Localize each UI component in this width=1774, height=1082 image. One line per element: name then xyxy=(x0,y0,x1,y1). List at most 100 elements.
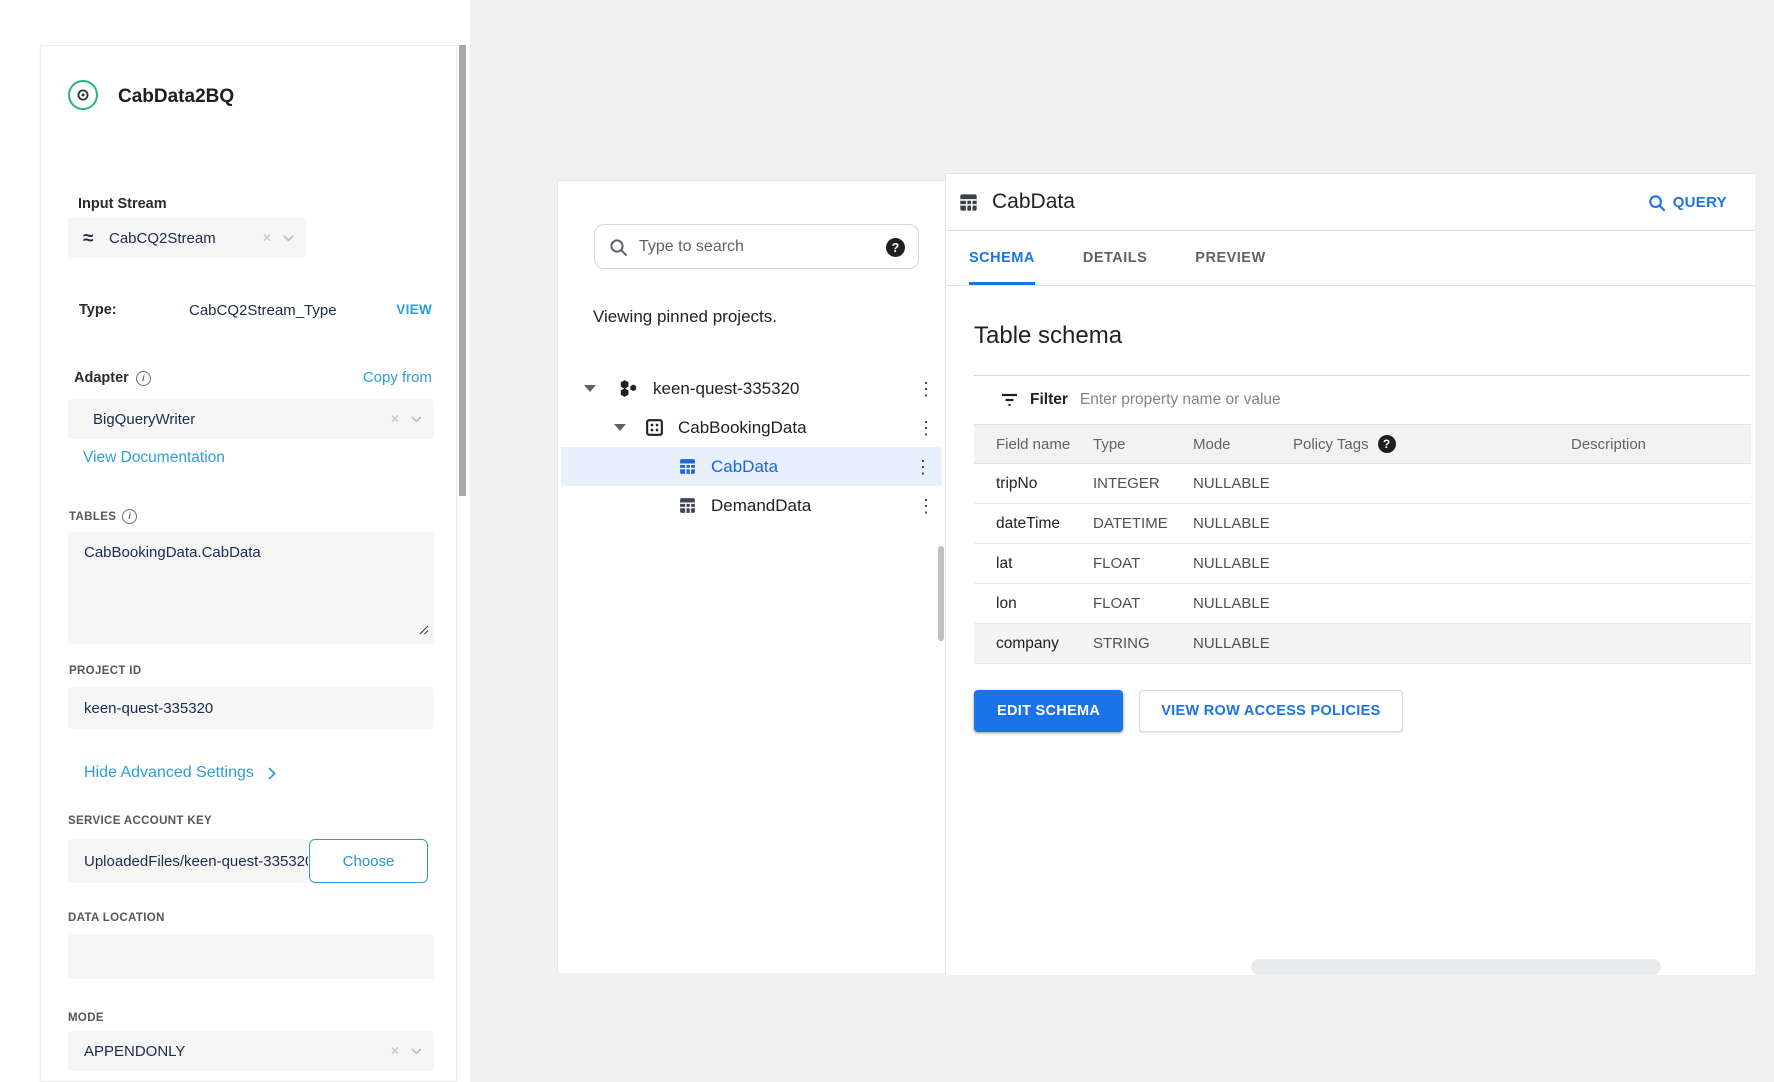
edit-schema-button[interactable]: EDIT SCHEMA xyxy=(974,690,1124,732)
mode-cell: NULLABLE xyxy=(1193,515,1270,532)
choose-button[interactable]: Choose xyxy=(309,839,428,883)
search-icon xyxy=(609,238,628,262)
search-icon xyxy=(1648,194,1665,211)
adapter-label: Adapter i xyxy=(74,370,151,386)
info-icon[interactable]: i xyxy=(122,509,138,524)
mode-select[interactable]: APPENDONLY ✕ xyxy=(68,1031,434,1071)
expand-caret-icon[interactable] xyxy=(614,424,626,431)
tree-scrollbar[interactable] xyxy=(938,546,944,641)
col-field-name: Field name xyxy=(996,435,1071,453)
tab-preview[interactable]: PREVIEW xyxy=(1195,250,1266,266)
clear-icon[interactable]: ✕ xyxy=(389,412,400,426)
schema-table: Filter Field name Type Mode Policy Tags … xyxy=(974,375,1751,664)
input-stream-select[interactable]: ≈ CabCQ2Stream ✕ xyxy=(68,218,306,258)
tree-row-dataset[interactable]: CabBookingData ⋮ xyxy=(558,408,945,447)
type-value: CabCQ2Stream_Type xyxy=(189,302,337,319)
expand-caret-icon[interactable] xyxy=(584,385,596,392)
kebab-menu-icon[interactable]: ⋮ xyxy=(917,495,935,516)
type-cell: INTEGER xyxy=(1093,475,1160,492)
tables-textarea[interactable]: CabBookingData.CabData xyxy=(68,532,434,644)
detail-tabs: SCHEMA DETAILS PREVIEW xyxy=(946,231,1755,286)
service-account-key-value: UploadedFiles/keen-quest-335320 xyxy=(84,852,308,870)
schema-row[interactable]: lon FLOAT NULLABLE xyxy=(974,584,1751,624)
service-account-key-field[interactable]: UploadedFiles/keen-quest-335320 xyxy=(68,839,308,883)
tree-row-table[interactable]: DemandData ⋮ xyxy=(558,486,945,525)
filter-input[interactable] xyxy=(1079,391,1751,409)
project-id-label: PROJECT ID xyxy=(69,665,142,677)
col-description: Description xyxy=(1571,435,1647,453)
tables-value: CabBookingData.CabData xyxy=(84,544,261,561)
service-account-key-label: SERVICE ACCOUNT KEY xyxy=(68,815,213,827)
input-stream-value: CabCQ2Stream xyxy=(109,229,216,247)
adapter-value: BigQueryWriter xyxy=(93,410,196,428)
clear-icon[interactable]: ✕ xyxy=(261,231,272,245)
input-stream-label: Input Stream xyxy=(78,196,167,212)
resource-tree: keen-quest-335320 ⋮ CabBookingData ⋮ Cab… xyxy=(558,369,945,525)
help-icon[interactable]: ? xyxy=(1377,435,1396,453)
mode-cell: NULLABLE xyxy=(1193,635,1270,652)
chevron-down-icon[interactable] xyxy=(411,1047,422,1055)
schema-content: Table schema Filter Field name Type Mode… xyxy=(974,286,1751,732)
filter-row: Filter xyxy=(974,376,1751,424)
view-row-access-policies-button[interactable]: VIEW ROW ACCESS POLICIES xyxy=(1139,690,1403,732)
schema-row[interactable]: lat FLOAT NULLABLE xyxy=(974,544,1751,584)
adapter-config-panel: CabData2BQ Input Stream ≈ CabCQ2Stream ✕… xyxy=(40,45,457,1082)
field-name-cell: lat xyxy=(996,554,1013,572)
chevron-down-icon[interactable] xyxy=(411,415,422,423)
info-icon[interactable]: i xyxy=(135,370,151,386)
kebab-menu-icon[interactable]: ⋮ xyxy=(914,456,932,477)
col-mode: Mode xyxy=(1193,435,1231,453)
chevron-down-icon[interactable] xyxy=(283,234,294,242)
copy-from-link[interactable]: Copy from xyxy=(362,369,432,386)
type-cell: DATETIME xyxy=(1093,515,1168,532)
type-cell: STRING xyxy=(1093,635,1150,652)
clear-icon[interactable]: ✕ xyxy=(389,1044,400,1058)
table-header: CabData QUERY xyxy=(946,174,1755,231)
stream-icon: ≈ xyxy=(83,227,94,249)
hide-advanced-settings-link[interactable]: Hide Advanced Settings xyxy=(84,764,276,782)
tab-details[interactable]: DETAILS xyxy=(1082,250,1148,266)
data-location-label: DATA LOCATION xyxy=(68,912,165,924)
tab-schema[interactable]: SCHEMA xyxy=(969,231,1035,285)
schema-actions: EDIT SCHEMA VIEW ROW ACCESS POLICIES xyxy=(974,690,1751,732)
search-box[interactable]: ? xyxy=(594,224,919,269)
tree-label: CabBookingData xyxy=(678,417,807,437)
table-icon xyxy=(678,457,697,476)
project-id-field[interactable]: keen-quest-335320 xyxy=(68,687,434,729)
search-input[interactable] xyxy=(639,237,878,256)
tree-row-project[interactable]: keen-quest-335320 ⋮ xyxy=(558,369,945,408)
type-cell: FLOAT xyxy=(1093,595,1141,612)
horizontal-scrollbar[interactable] xyxy=(1251,959,1661,975)
schema-header-row: Field name Type Mode Policy Tags ? Descr… xyxy=(974,424,1751,464)
col-policy-tags: Policy Tags ? xyxy=(1293,435,1571,453)
data-location-field[interactable] xyxy=(68,934,434,979)
tree-row-table-selected[interactable]: CabData ⋮ xyxy=(561,447,942,486)
filter-label: Filter xyxy=(1030,391,1068,408)
col-type: Type xyxy=(1093,435,1126,453)
schema-row[interactable]: company STRING NULLABLE xyxy=(974,624,1751,664)
mode-cell: NULLABLE xyxy=(1193,475,1270,492)
mode-cell: NULLABLE xyxy=(1193,555,1270,572)
view-documentation-link[interactable]: View Documentation xyxy=(83,449,225,466)
resize-handle-icon[interactable] xyxy=(418,622,429,639)
vertical-scrollbar[interactable] xyxy=(459,45,466,496)
schema-row[interactable]: dateTime DATETIME NULLABLE xyxy=(974,504,1751,544)
schema-row[interactable]: tripNo INTEGER NULLABLE xyxy=(974,464,1751,504)
tables-label: TABLES i xyxy=(69,509,138,524)
mode-label: MODE xyxy=(68,1012,104,1024)
field-name-cell: dateTime xyxy=(996,514,1061,532)
help-icon[interactable]: ? xyxy=(886,238,905,257)
adapter-select[interactable]: BigQueryWriter ✕ xyxy=(68,399,434,439)
view-type-link[interactable]: VIEW xyxy=(396,302,432,317)
field-name-cell: tripNo xyxy=(996,474,1038,492)
kebab-menu-icon[interactable]: ⋮ xyxy=(917,417,935,438)
component-title: CabData2BQ xyxy=(118,86,235,107)
mode-cell: NULLABLE xyxy=(1193,595,1270,612)
mode-value: APPENDONLY xyxy=(84,1042,186,1060)
tree-label: CabData xyxy=(711,456,779,476)
query-button[interactable]: QUERY xyxy=(1648,174,1727,231)
kebab-menu-icon[interactable]: ⋮ xyxy=(917,378,935,399)
table-title: CabData xyxy=(992,190,1075,213)
chevron-right-icon xyxy=(268,766,276,780)
